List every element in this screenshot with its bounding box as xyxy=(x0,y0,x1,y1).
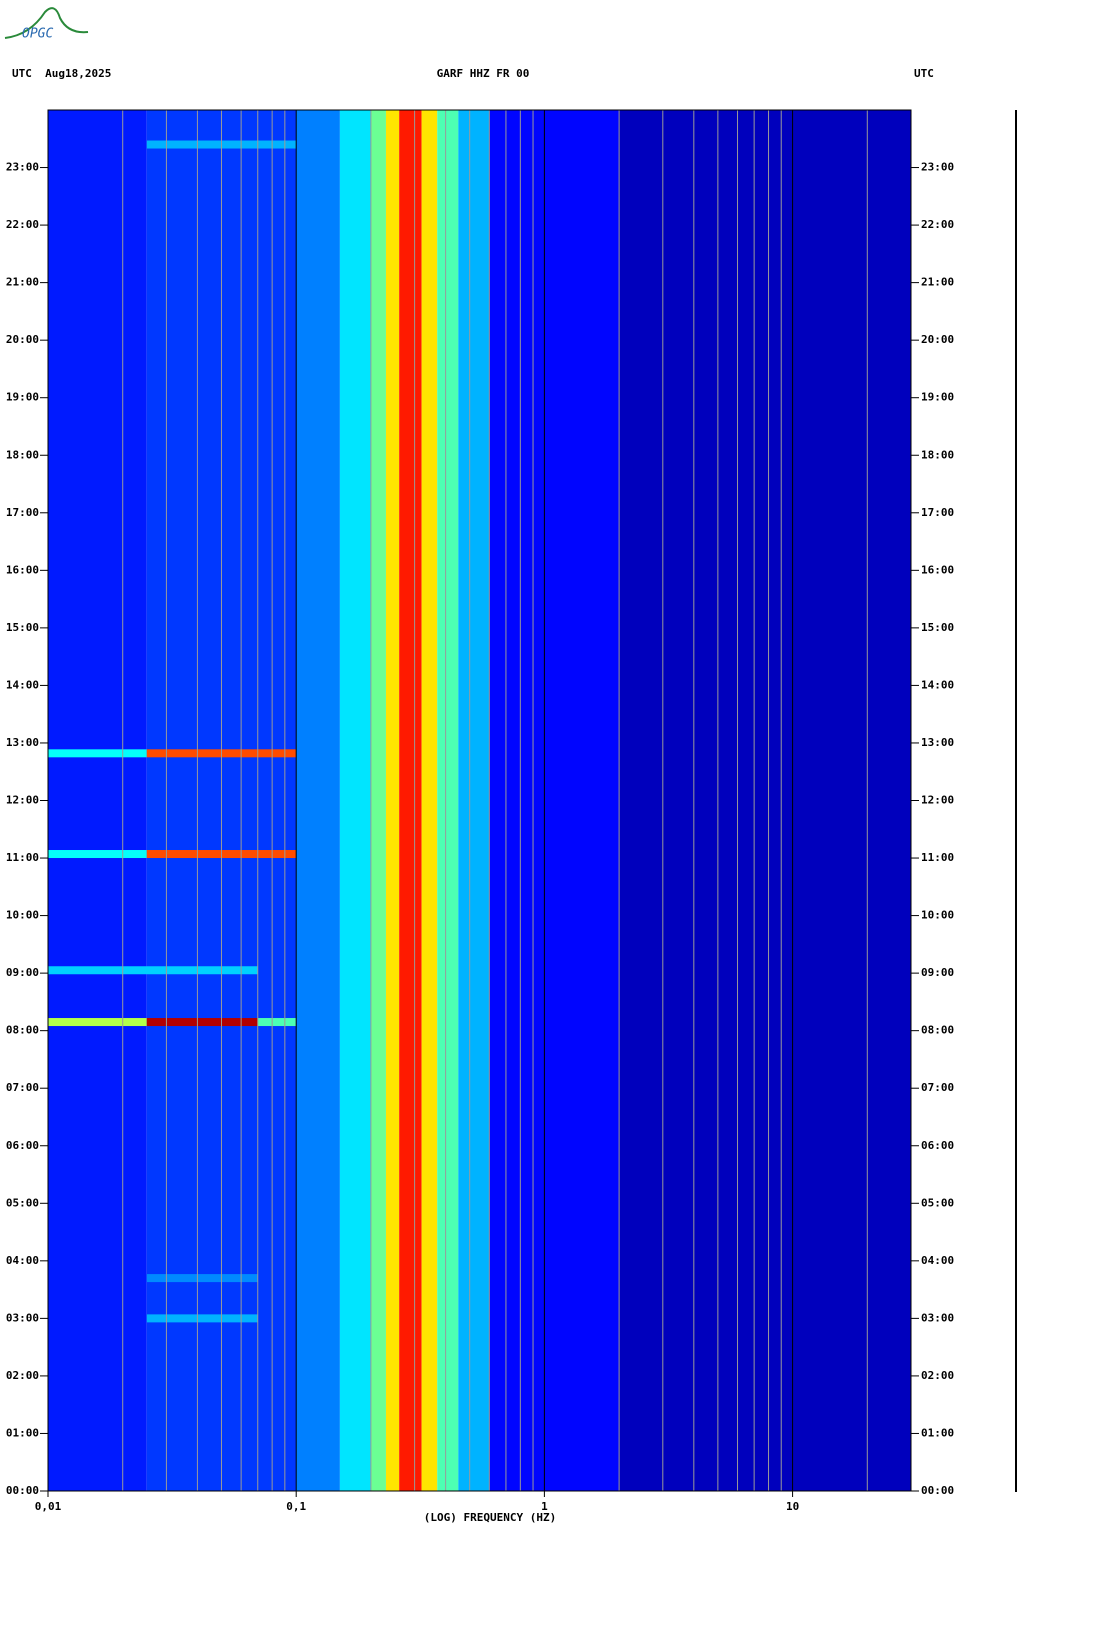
y-tick-label: 12:00 xyxy=(6,794,39,807)
chart-title: GARF HHZ FR 00 xyxy=(437,67,530,80)
right-label: UTC xyxy=(914,67,934,80)
y-tick-label-right: 15:00 xyxy=(921,621,954,634)
y-tick-label-right: 02:00 xyxy=(921,1369,954,1382)
y-tick-label-right: 23:00 xyxy=(921,161,954,174)
spectrum-band xyxy=(370,110,386,1491)
y-tick-label-right: 21:00 xyxy=(921,276,954,289)
y-tick-label-right: 13:00 xyxy=(921,736,954,749)
event-band xyxy=(48,850,147,859)
x-tick-label: 0,01 xyxy=(35,1500,62,1513)
y-tick-label-right: 19:00 xyxy=(921,391,954,404)
spectrum-band xyxy=(146,110,222,1491)
event-band xyxy=(48,1018,147,1027)
y-tick-label: 00:00 xyxy=(6,1484,39,1497)
y-tick-label-right: 16:00 xyxy=(921,563,954,576)
y-tick-label: 04:00 xyxy=(6,1254,39,1267)
y-tick-label: 06:00 xyxy=(6,1139,39,1152)
spectrum-band xyxy=(619,110,911,1491)
y-tick-label: 14:00 xyxy=(6,678,39,691)
y-tick-label: 01:00 xyxy=(6,1426,39,1439)
y-tick-label-right: 10:00 xyxy=(921,909,954,922)
y-tick-label: 19:00 xyxy=(6,391,39,404)
y-tick-label-right: 12:00 xyxy=(921,794,954,807)
spectrum-band xyxy=(421,110,438,1491)
date-label: UTC Aug18,2025 xyxy=(12,67,111,80)
y-tick-label: 21:00 xyxy=(6,276,39,289)
y-tick-label-right: 17:00 xyxy=(921,506,954,519)
event-band xyxy=(146,1314,258,1323)
y-tick-label-right: 01:00 xyxy=(921,1426,954,1439)
spectrum-band xyxy=(437,110,459,1491)
y-tick-label-right: 22:00 xyxy=(921,218,954,231)
y-tick-label: 11:00 xyxy=(6,851,39,864)
y-tick-label-right: 11:00 xyxy=(921,851,954,864)
logo: OPGC xyxy=(22,27,53,42)
event-band xyxy=(48,966,258,975)
y-tick-label: 13:00 xyxy=(6,736,39,749)
y-tick-label-right: 05:00 xyxy=(921,1196,954,1209)
y-tick-label: 15:00 xyxy=(6,621,39,634)
event-band xyxy=(257,1018,297,1027)
event-band xyxy=(146,1274,258,1283)
y-tick-label: 17:00 xyxy=(6,506,39,519)
spectrum-band xyxy=(399,110,422,1491)
y-tick-label: 08:00 xyxy=(6,1024,39,1037)
x-axis-label: (LOG) FREQUENCY (HZ) xyxy=(424,1511,556,1524)
y-tick-label: 23:00 xyxy=(6,161,39,174)
y-tick-label-right: 20:00 xyxy=(921,333,954,346)
y-tick-label: 22:00 xyxy=(6,218,39,231)
y-tick-label: 18:00 xyxy=(6,448,39,461)
spectrum-band xyxy=(489,110,620,1491)
spectrum-band xyxy=(458,110,490,1491)
y-tick-label-right: 03:00 xyxy=(921,1311,954,1324)
y-tick-label-right: 08:00 xyxy=(921,1024,954,1037)
y-tick-label: 03:00 xyxy=(6,1311,39,1324)
spectrum-band xyxy=(339,110,371,1491)
y-tick-label: 02:00 xyxy=(6,1369,39,1382)
y-tick-label-right: 04:00 xyxy=(921,1254,954,1267)
y-tick-label-right: 00:00 xyxy=(921,1484,954,1497)
y-tick-label-right: 18:00 xyxy=(921,448,954,461)
x-tick-label: 1 xyxy=(541,1500,548,1513)
y-tick-label-right: 14:00 xyxy=(921,678,954,691)
x-tick-label: 10 xyxy=(786,1500,799,1513)
y-tick-label: 05:00 xyxy=(6,1196,39,1209)
y-tick-label: 16:00 xyxy=(6,563,39,576)
event-band xyxy=(146,1018,258,1027)
y-tick-label-right: 07:00 xyxy=(921,1081,954,1094)
y-tick-label: 07:00 xyxy=(6,1081,39,1094)
spectrum-band xyxy=(296,110,340,1491)
logo-mark xyxy=(4,7,89,39)
spectrum-band xyxy=(385,110,400,1491)
x-tick-label: 0,1 xyxy=(286,1500,306,1513)
y-tick-label-right: 09:00 xyxy=(921,966,954,979)
y-tick-label-right: 06:00 xyxy=(921,1139,954,1152)
y-tick-label: 10:00 xyxy=(6,909,39,922)
y-tick-label: 09:00 xyxy=(6,966,39,979)
y-tick-label: 20:00 xyxy=(6,333,39,346)
event-band xyxy=(48,749,147,758)
spectrum-band xyxy=(48,110,147,1491)
spectrum-band xyxy=(221,110,297,1491)
